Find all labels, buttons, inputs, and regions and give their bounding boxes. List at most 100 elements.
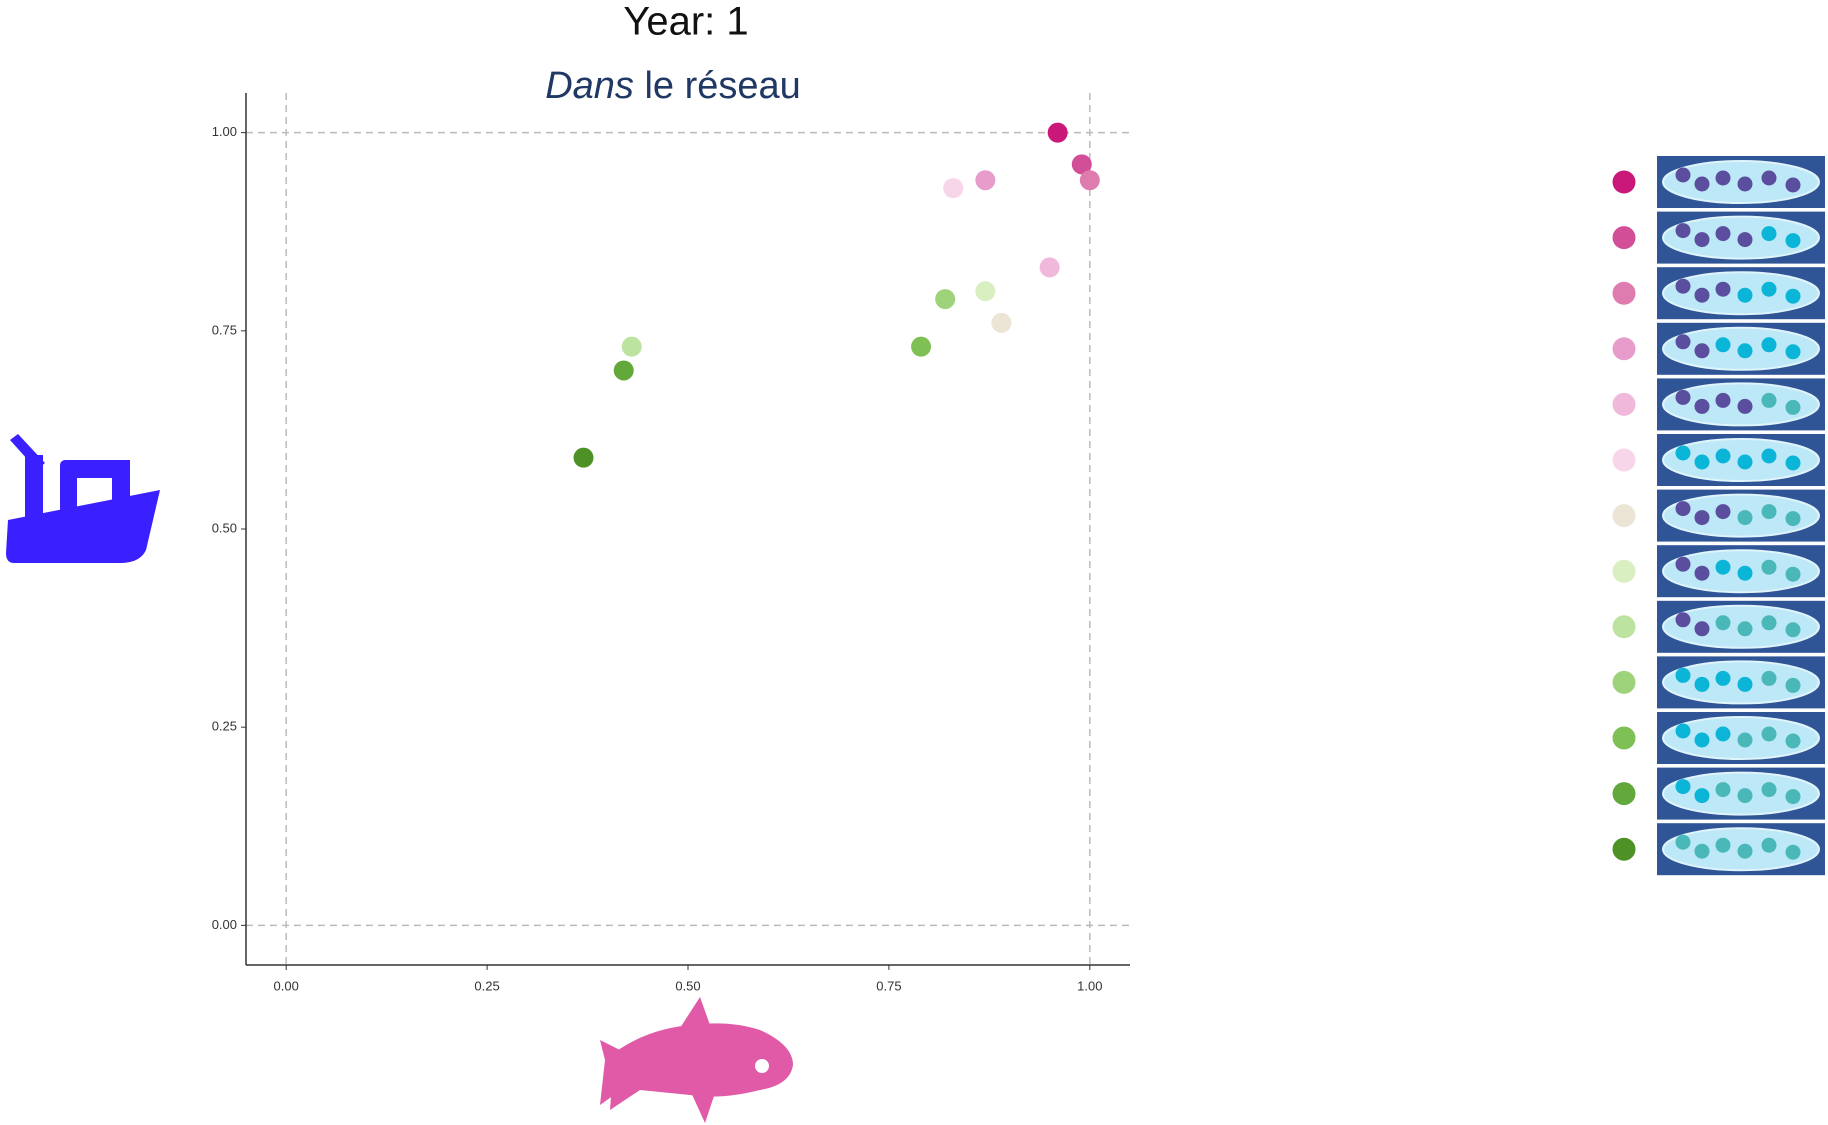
point — [935, 289, 956, 310]
legend-swatch — [1612, 392, 1636, 416]
x-tick-label: 0.25 — [474, 978, 499, 993]
y-tick-label: 0.25 — [212, 719, 237, 734]
chart-title: Year: 1 — [623, 0, 748, 44]
legend-swatch — [1612, 615, 1636, 639]
pictogram-dot — [1694, 454, 1710, 470]
pictogram-dot — [1694, 676, 1710, 692]
pictogram-dot — [1785, 511, 1801, 527]
pictogram-dot — [1675, 779, 1691, 795]
pictogram-dot — [1761, 782, 1777, 798]
pictogram-dot — [1737, 843, 1753, 859]
pictogram-dot — [1694, 343, 1710, 359]
pictogram-dot — [1785, 622, 1801, 638]
pictogram-dot — [1675, 445, 1691, 461]
pictogram-dot — [1737, 621, 1753, 637]
pictogram-dot — [1694, 732, 1710, 748]
pictogram-dot — [1737, 232, 1753, 248]
pictogram-dot — [1675, 834, 1691, 850]
pictogram-dot — [1785, 177, 1801, 193]
legend-swatch — [1612, 504, 1636, 528]
pictogram-dot — [1715, 337, 1731, 353]
pictogram-dot — [1675, 723, 1691, 739]
pictogram-dot — [1694, 287, 1710, 303]
point — [613, 360, 634, 381]
pictogram-dot — [1694, 565, 1710, 581]
pictogram-dot — [1785, 789, 1801, 805]
x-tick-label: 0.00 — [274, 978, 299, 993]
pictogram-dot — [1761, 281, 1777, 297]
pictogram-dot — [1675, 667, 1691, 683]
pictogram-dot — [1694, 510, 1710, 526]
x-tick-label: 0.50 — [675, 978, 700, 993]
pictogram-dot — [1694, 843, 1710, 859]
pictogram-dot — [1761, 392, 1777, 408]
fish-icon — [600, 997, 793, 1123]
pictogram-dot — [1737, 287, 1753, 303]
point — [975, 281, 996, 302]
pictogram-dot — [1715, 615, 1731, 631]
pictogram-dot — [1785, 733, 1801, 749]
point — [943, 178, 964, 199]
legend-swatch — [1612, 337, 1636, 361]
pictogram-dot — [1737, 732, 1753, 748]
pictogram-dot — [1761, 504, 1777, 520]
legend-swatch — [1612, 281, 1636, 305]
pictogram-dot — [1715, 392, 1731, 408]
pictogram-dot — [1715, 670, 1731, 686]
pictogram-dot — [1675, 556, 1691, 572]
pictogram-dot — [1675, 501, 1691, 517]
point — [991, 312, 1012, 333]
pictogram-dot — [1737, 676, 1753, 692]
point — [1079, 170, 1100, 191]
pictogram-dot — [1715, 504, 1731, 520]
pictogram-dot — [1737, 176, 1753, 192]
point — [1071, 154, 1092, 175]
pictogram-dot — [1694, 176, 1710, 192]
legend-swatch — [1612, 170, 1636, 194]
y-tick-label: 0.50 — [212, 520, 237, 535]
point — [975, 170, 996, 191]
plot-area: 0.00 0.25 0.50 0.75 1.00 0.00 0.25 0.50 0.75 1.00 — [212, 93, 1130, 993]
legend-swatch — [1612, 726, 1636, 750]
pictogram-dot — [1785, 233, 1801, 249]
pictogram-dot — [1761, 170, 1777, 186]
pictogram-dot — [1715, 782, 1731, 798]
pictogram-dot — [1715, 281, 1731, 297]
pictogram-dot — [1761, 559, 1777, 575]
pictogram-dot — [1715, 170, 1731, 186]
pictogram-dot — [1675, 223, 1691, 239]
y-tick-label: 1.00 — [212, 124, 237, 139]
pictogram-dot — [1715, 837, 1731, 853]
pictogram-dot — [1737, 565, 1753, 581]
pictogram-dot — [1761, 226, 1777, 242]
pictogram-dot — [1715, 448, 1731, 464]
pictogram-dot — [1694, 398, 1710, 414]
point — [573, 447, 594, 468]
pictogram-dot — [1785, 288, 1801, 304]
pictogram-dot — [1785, 455, 1801, 471]
legend-swatch — [1612, 448, 1636, 472]
pictogram-dot — [1761, 448, 1777, 464]
pictogram-dot — [1737, 343, 1753, 359]
legend-swatch — [1612, 670, 1636, 694]
pictogram-dot — [1761, 337, 1777, 353]
legend-swatch — [1612, 837, 1636, 861]
point — [1039, 257, 1060, 278]
pictogram-dot — [1694, 621, 1710, 637]
pictogram-dot — [1715, 226, 1731, 242]
pictogram-dot — [1737, 454, 1753, 470]
x-tick-label: 1.00 — [1077, 978, 1102, 993]
legend — [1612, 156, 1825, 876]
pictogram-dot — [1761, 726, 1777, 742]
pictogram-dot — [1694, 232, 1710, 248]
pictogram-dot — [1785, 844, 1801, 860]
pictogram-dot — [1737, 510, 1753, 526]
pictogram-dot — [1715, 726, 1731, 742]
legend-swatch — [1612, 782, 1636, 806]
pictogram-dot — [1785, 677, 1801, 693]
pictogram-dot — [1761, 837, 1777, 853]
y-tick-label: 0.75 — [212, 322, 237, 337]
pictogram-dot — [1675, 167, 1691, 183]
y-tick-label: 0.00 — [212, 917, 237, 932]
